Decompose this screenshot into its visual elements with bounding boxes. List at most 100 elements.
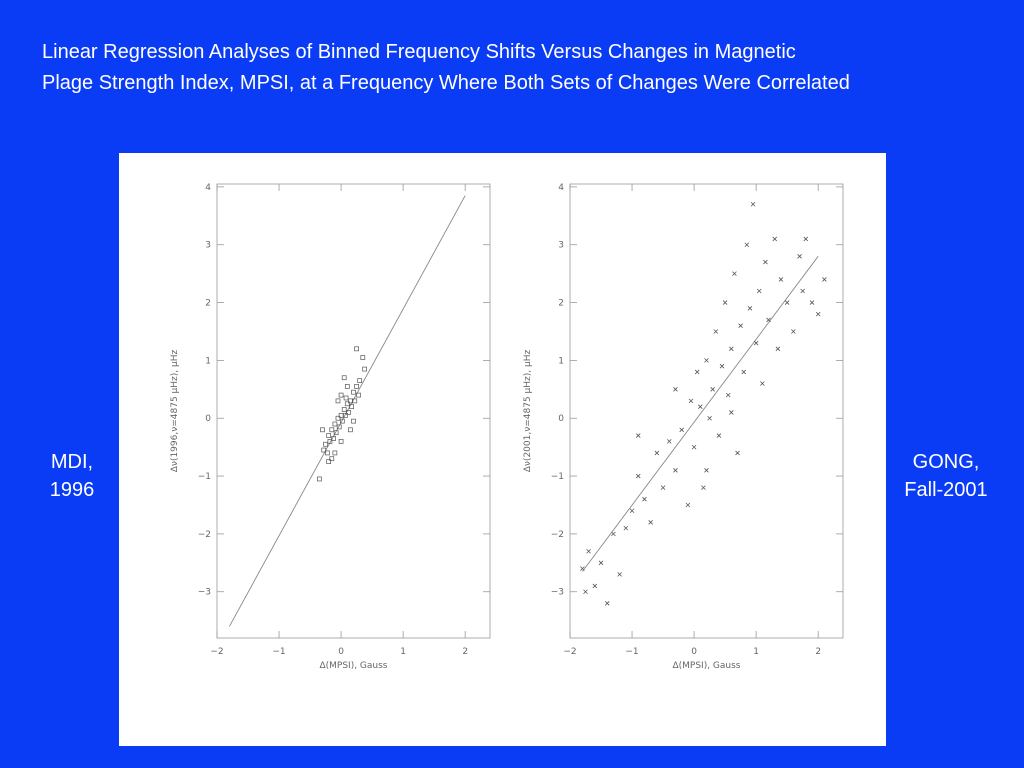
data-point <box>694 369 700 375</box>
data-point <box>331 436 336 441</box>
data-point <box>604 601 610 606</box>
data-point <box>775 346 781 352</box>
data-point <box>583 589 588 595</box>
data-point <box>332 450 338 456</box>
data-point <box>685 502 691 508</box>
data-point <box>592 583 598 589</box>
x-tick-label: 0 <box>338 647 344 657</box>
data-point <box>815 311 821 317</box>
data-point <box>623 525 629 531</box>
data-point <box>332 421 338 427</box>
y-tick-label: −2 <box>198 530 211 540</box>
data-point <box>809 300 815 305</box>
x-tick-label: 1 <box>400 647 406 657</box>
data-point <box>673 387 678 392</box>
data-point <box>326 459 332 464</box>
y-tick-label: 0 <box>558 414 564 424</box>
data-point <box>719 363 725 369</box>
data-point <box>760 381 765 386</box>
title-line: Linear Regression Analyses of Binned Fre… <box>42 41 796 63</box>
data-point <box>317 476 322 482</box>
data-point <box>635 433 641 438</box>
data-point <box>772 236 778 242</box>
y-tick-label: −2 <box>551 530 564 540</box>
x-axis-label: Δ(MPSI), Gauss <box>319 661 387 671</box>
y-axis-label: Δν(2001,ν=4875 μHz), μHz <box>523 349 533 472</box>
y-tick-label: 2 <box>558 299 564 309</box>
data-point <box>738 323 743 328</box>
data-point <box>756 288 762 294</box>
data-point <box>729 346 734 352</box>
data-point <box>598 560 604 566</box>
data-point <box>362 366 368 372</box>
x-tick-label: 2 <box>815 647 821 657</box>
data-point <box>325 450 330 456</box>
data-point <box>753 340 759 346</box>
y-tick-label: 1 <box>205 356 211 366</box>
x-tick-label: −1 <box>625 647 638 657</box>
side-label: Fall-2001 <box>904 479 987 501</box>
data-point <box>360 355 366 360</box>
data-point <box>648 520 653 525</box>
y-tick-label: 4 <box>558 183 564 193</box>
data-point <box>326 433 332 438</box>
data-point <box>660 485 666 490</box>
data-point <box>357 378 363 383</box>
data-point <box>335 398 341 404</box>
data-point <box>327 439 333 444</box>
y-tick-label: 3 <box>558 241 564 251</box>
data-point <box>713 329 719 334</box>
y-tick-label: 4 <box>205 183 211 193</box>
data-point <box>352 398 358 404</box>
x-axis-label: Δ(MPSI), Gauss <box>672 661 740 671</box>
data-point <box>341 407 347 412</box>
data-point <box>336 424 342 430</box>
data-point <box>351 418 356 424</box>
data-point <box>666 439 672 444</box>
data-point <box>329 456 335 462</box>
data-point <box>635 473 641 479</box>
y-tick-label: −1 <box>551 472 564 482</box>
data-point <box>586 548 591 554</box>
y-tick-label: 1 <box>558 356 564 366</box>
data-point <box>707 415 712 421</box>
plot-frame <box>216 183 491 639</box>
regression-line <box>229 195 466 627</box>
data-point <box>329 427 335 433</box>
title-line: Plage Strength Index, MPSI, at a Frequen… <box>42 72 850 94</box>
data-point <box>701 485 706 490</box>
data-point <box>729 410 734 415</box>
data-point <box>735 450 740 456</box>
data-point <box>784 300 790 305</box>
data-point <box>338 392 344 398</box>
data-point <box>741 369 747 375</box>
x-tick-label: 2 <box>462 647 468 657</box>
data-point <box>354 384 359 389</box>
data-point <box>722 300 728 305</box>
data-point <box>346 410 351 415</box>
data-point <box>654 450 660 456</box>
data-point <box>679 427 684 433</box>
side-label: 1996 <box>50 479 95 501</box>
data-point <box>725 392 731 398</box>
data-point <box>732 271 737 276</box>
regression-line <box>582 256 819 572</box>
data-point <box>343 412 348 418</box>
data-point <box>766 317 771 323</box>
data-point <box>704 358 709 363</box>
data-point <box>710 387 715 392</box>
data-point <box>704 467 709 473</box>
x-tick-label: 0 <box>691 647 697 657</box>
data-point <box>354 346 359 352</box>
data-point <box>320 427 325 433</box>
y-axis-label: Δν(1996,ν=4875 μHz), μHz <box>170 349 180 472</box>
y-tick-label: 3 <box>205 241 211 251</box>
data-point <box>698 404 703 409</box>
data-point <box>763 259 768 265</box>
data-point <box>356 392 361 398</box>
data-point <box>333 430 339 436</box>
y-tick-label: −1 <box>198 472 211 482</box>
y-tick-label: −3 <box>551 588 564 598</box>
